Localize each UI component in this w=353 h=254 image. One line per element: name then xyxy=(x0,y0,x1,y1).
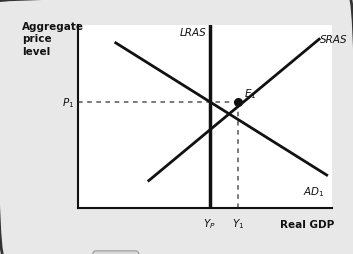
Text: $P_1$: $P_1$ xyxy=(62,95,74,109)
Text: $Y_P$: $Y_P$ xyxy=(203,216,216,230)
Text: Real GDP: Real GDP xyxy=(280,219,334,229)
Text: LRAS: LRAS xyxy=(179,28,206,38)
Text: $E_1$: $E_1$ xyxy=(244,87,257,100)
Text: $Y_1$: $Y_1$ xyxy=(232,216,244,230)
Text: SRAS: SRAS xyxy=(321,35,348,45)
Text: $AD_1$: $AD_1$ xyxy=(303,184,324,198)
Text: Aggregate
price
level: Aggregate price level xyxy=(22,22,84,56)
